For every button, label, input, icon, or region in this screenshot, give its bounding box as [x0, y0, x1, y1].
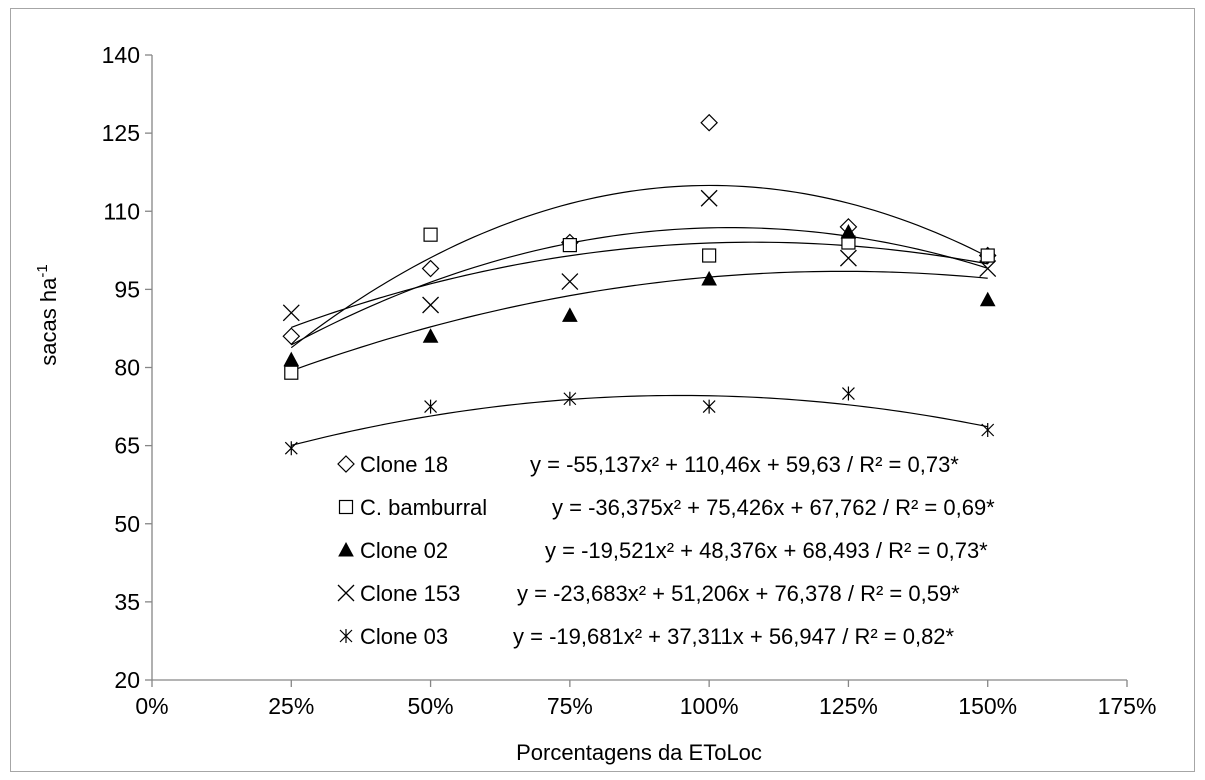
- legend-label: Clone 18: [360, 452, 448, 477]
- data-point: [839, 249, 857, 267]
- fit-curve: [291, 226, 988, 346]
- data-point: [561, 273, 579, 291]
- data-point: [700, 113, 718, 132]
- y-tick-label: 20: [114, 667, 140, 693]
- y-tick-label: 95: [114, 276, 140, 302]
- y-axis-label: sacas ha-1: [34, 264, 61, 365]
- x-axis-label: Porcentagens da EToLoc: [516, 740, 762, 765]
- x-tick-label: 25%: [268, 693, 314, 719]
- legend-equation: y = -19,681x² + 37,311x + 56,947 / R² = …: [513, 624, 955, 649]
- data-point: [562, 307, 578, 322]
- data-point: [282, 304, 300, 322]
- legend-label: C. bamburral: [360, 495, 487, 520]
- data-point: [980, 248, 995, 263]
- x-tick-label: 100%: [680, 693, 739, 719]
- data-point: [562, 238, 577, 253]
- data-point: [701, 270, 717, 286]
- legend-marker: [337, 584, 355, 602]
- data-point: [283, 351, 300, 367]
- x-tick-label: 0%: [135, 693, 168, 719]
- chart-frame: [10, 8, 1195, 772]
- x-tick-label: 150%: [958, 693, 1017, 719]
- legend-label: Clone 03: [360, 624, 448, 649]
- data-point: [979, 260, 997, 278]
- axes: 20 35 50 65 80 95 110 125 140 0% 25% 50% 75% 100% 125%…: [102, 42, 1157, 719]
- legend-marker: [338, 541, 354, 557]
- y-tick-label: 110: [103, 198, 140, 224]
- legend-marker: [339, 629, 353, 643]
- fit-curves: [290, 184, 988, 446]
- data-point: [563, 391, 577, 406]
- data-point: [702, 248, 717, 263]
- x-tick-label: 50%: [408, 693, 454, 719]
- legend-marker: [338, 499, 354, 515]
- y-axis-label-group: sacas ha-1: [34, 264, 61, 365]
- fit-curve: [291, 270, 988, 372]
- data-point: [423, 227, 438, 242]
- y-tick-label: 140: [102, 42, 140, 68]
- fit-curve: [291, 241, 988, 328]
- y-axis-label-superscript: -1: [34, 264, 51, 277]
- legend-marker: [337, 455, 355, 473]
- legend: Clone 18 y = -55,137x² + 110,46x + 59,63 …: [337, 452, 995, 649]
- data-point: [282, 327, 301, 346]
- y-tick-label: 80: [114, 355, 140, 381]
- data-point: [424, 399, 437, 414]
- legend-label: Clone 02: [360, 538, 448, 563]
- legend-label: Clone 153: [360, 581, 460, 606]
- y-tick-label: 125: [102, 120, 140, 146]
- data-point: [422, 296, 440, 314]
- data-point: [842, 386, 855, 401]
- data-point: [840, 224, 857, 239]
- legend-equation: y = -36,375x² + 75,426x + 67,762 / R² = …: [552, 495, 995, 520]
- data-point: [422, 328, 439, 343]
- y-axis-label-text: sacas ha: [36, 277, 61, 366]
- data-point: [979, 291, 996, 307]
- y-tick-label: 35: [114, 589, 140, 615]
- fit-curve: [290, 184, 988, 349]
- data-point: [421, 259, 440, 278]
- legend-equation: y = -23,683x² + 51,206x + 76,378 / R² = …: [517, 581, 960, 606]
- y-tick-label: 50: [114, 511, 140, 537]
- data-points: [282, 113, 997, 456]
- x-tick-label: 175%: [1098, 693, 1157, 719]
- data-point: [284, 441, 298, 456]
- legend-equation: y = -55,137x² + 110,46x + 59,63 / R² = 0…: [530, 452, 959, 477]
- data-point: [981, 423, 995, 437]
- fit-curve: [291, 394, 988, 446]
- data-point: [284, 365, 299, 380]
- x-tick-label: 75%: [547, 693, 593, 719]
- data-point: [700, 189, 718, 207]
- legend-equation: y = -19,521x² + 48,376x + 68,493 / R² = …: [545, 538, 988, 563]
- y-tick-label: 65: [114, 433, 140, 459]
- data-point: [702, 399, 716, 414]
- x-tick-label: 125%: [819, 693, 878, 719]
